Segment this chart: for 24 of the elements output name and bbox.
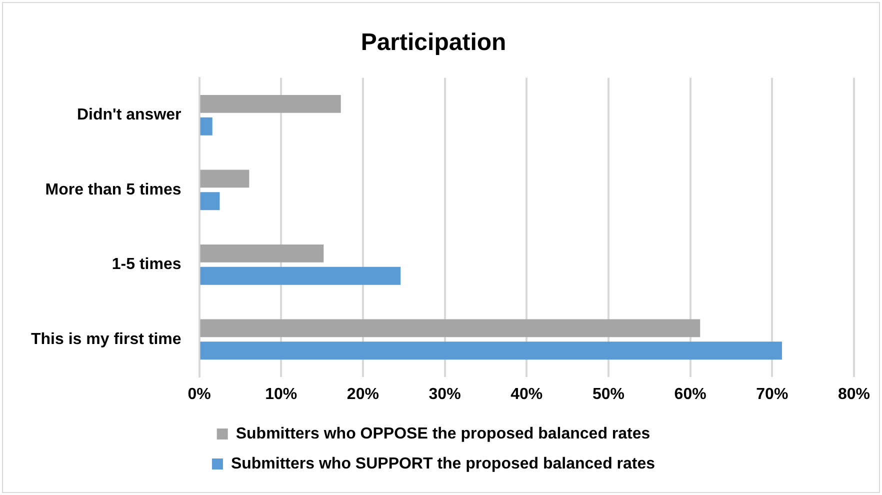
x-tick-label: 20%: [346, 386, 379, 403]
bar: [200, 94, 341, 113]
x-tick-label: 40%: [510, 386, 543, 403]
x-tick-label: 10%: [265, 386, 298, 403]
bar: [200, 244, 324, 262]
bar: [200, 192, 220, 210]
x-tick-label: 70%: [756, 386, 788, 403]
bar: [200, 170, 250, 188]
x-tick-label: 50%: [592, 386, 624, 403]
legend-label: Submitters who SUPPORT the proposed balanced rates: [230, 455, 656, 472]
y-tick-label: This is my first time: [31, 330, 182, 348]
x-tick-label: 60%: [674, 386, 706, 403]
legend-label: Submitters who OPPOSE the proposed balanced rates: [236, 425, 650, 442]
bar: [200, 319, 700, 338]
x-tick-label: 0%: [188, 386, 211, 403]
chart-title: Participation: [360, 29, 506, 56]
x-tick-label: 30%: [428, 386, 461, 403]
bar: [200, 117, 212, 136]
y-tick-label: Didn't answer: [77, 106, 182, 124]
y-tick-label: 1-5 times: [112, 256, 182, 274]
bar: [200, 266, 401, 285]
bar: [200, 342, 782, 360]
x-tick-label: 80%: [838, 386, 870, 403]
y-tick-label: More than 5 times: [45, 181, 182, 198]
